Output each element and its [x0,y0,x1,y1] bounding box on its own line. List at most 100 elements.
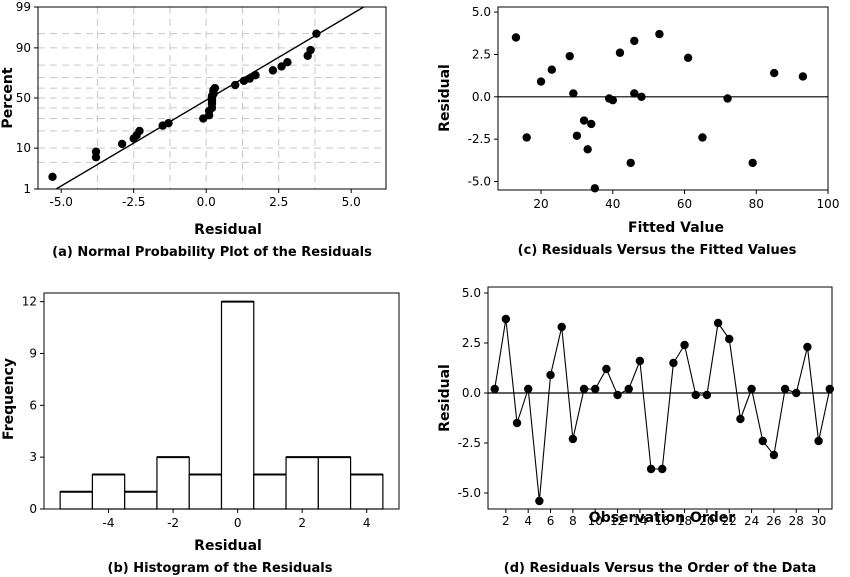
data-point [306,45,315,55]
data-point [792,388,801,398]
x-tick-label: 12 [610,514,625,528]
y-tick-label: -2.5 [468,132,491,146]
data-point [748,158,757,168]
x-tick-label: 4 [363,516,371,530]
data-point [814,436,823,446]
x-axis-label: Residual [194,222,262,238]
data-point [602,364,611,374]
data-point [637,92,646,102]
x-tick-label: 8 [569,514,577,528]
series-line [494,318,831,502]
y-tick-label: 5.0 [472,5,491,19]
x-tick-label: 22 [722,514,737,528]
data-point [769,450,779,460]
data-point [522,133,531,142]
data-point [579,116,589,125]
tick-labels: 2 4 6 8 10 12 14 16 18 20 22 24 26 28 30-5.0-2.50.02.5… [458,286,827,528]
data-point [501,314,511,324]
data-point [251,71,260,80]
x-axis-label: Fitted Value [628,220,724,236]
y-tick-label: -2.5 [458,436,481,450]
data-point [48,172,57,181]
data-point [490,384,499,394]
data-point [758,436,767,446]
x-tick-label: 26 [766,514,781,528]
x-tick-label: 14 [632,514,647,528]
data-point [736,414,745,424]
data-point [511,33,521,42]
data-point [91,147,101,156]
y-tick-label: 9 [29,346,37,360]
x-tick-label: 2 [502,514,510,528]
y-axis-label: Frequency [1,358,17,440]
histogram-bar [156,456,190,510]
y-tick-label: 3 [29,450,37,464]
y-tick-label: 1 [23,182,31,196]
data-marks [48,7,366,189]
y-axis-label: Percent [0,67,16,128]
panel-a-normal-probability-plot: -5.0 -2.5 0.0 2.5 5.0 1 10 50 90 99 Residual Perc… [0,0,387,260]
y-tick-label: -5.0 [458,486,481,500]
data-point [536,77,546,86]
plot-frame [43,292,400,510]
plot-frame [497,6,829,191]
x-tick-label: 4 [524,514,532,528]
y-tick-label: 6 [29,398,37,412]
data-point [117,139,127,149]
x-tick-label: -2.5 [122,195,145,209]
y-tick-label: 50 [16,91,31,105]
data-point [268,66,278,75]
tick-labels: 20 40 60 80 100 -5.0 -2.5 0.0 2.5 5.0 [468,5,840,211]
histogram-bar [59,491,94,510]
x-axis-label: Residual [194,538,262,554]
x-tick-label: 0.0 [197,195,216,209]
data-point [277,62,286,71]
y-tick-label: 0 [29,502,37,516]
y-tick-label: 2.5 [462,336,481,350]
data-point [646,464,656,474]
grid-lines [38,7,386,189]
histogram-bar [91,473,126,510]
panel-caption: (b) Histogram of the Residuals [108,561,333,576]
x-tick-label: -2 [167,516,179,530]
data-point [587,119,596,129]
x-tick-label: 28 [789,514,804,528]
data-point [658,464,667,474]
x-tick-label: 40 [605,197,620,211]
data-point [624,384,633,394]
data-point [546,370,555,380]
data-point [547,65,557,74]
panel-caption: (d) Residuals Versus the Order of the Da… [504,561,816,576]
data-point [769,68,779,78]
y-tick-label: 12 [22,295,37,309]
y-tick-label: 0.0 [472,90,491,104]
x-tick-label: 16 [655,514,670,528]
panel-d-residuals-vs-order: 2 4 6 8 10 12 14 16 18 20 22 24 26 28 30-5.0-2.50.02.5… [437,286,834,576]
data-point [626,158,635,168]
data-point [535,496,544,506]
histogram-bar [253,473,287,510]
data-point [565,51,574,61]
y-tick-label: 10 [16,141,31,155]
data-point [725,334,734,344]
data-marks [488,314,834,506]
data-point [683,53,693,63]
x-tick-label: 6 [547,514,555,528]
data-point [283,57,292,67]
x-tick-label: 18 [677,514,692,528]
x-tick-label: 2.5 [269,195,288,209]
y-tick-label: 0.0 [462,386,481,400]
plot-frame [487,286,833,510]
histogram-bar [124,491,158,510]
y-axis-label: Residual [437,364,453,432]
x-tick-label: 0 [234,516,242,530]
y-tick-label: 2.5 [472,47,491,61]
data-point [680,340,689,350]
x-tick-label: -5.0 [49,195,72,209]
data-point [312,29,321,38]
x-tick-label: 2 [298,516,306,530]
x-tick-label: 5.0 [342,195,361,209]
data-point [635,356,645,366]
histogram-bars [59,300,384,510]
data-point [669,358,678,368]
